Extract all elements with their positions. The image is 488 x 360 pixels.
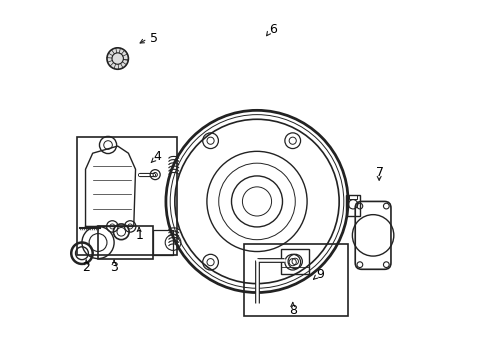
Text: 5: 5 xyxy=(150,32,158,45)
Text: 9: 9 xyxy=(316,268,324,281)
Text: 7: 7 xyxy=(375,166,384,179)
Text: 8: 8 xyxy=(288,304,296,317)
Bar xyxy=(348,195,356,199)
Bar xyxy=(77,137,176,255)
Text: 1: 1 xyxy=(135,229,143,242)
Bar xyxy=(98,226,153,258)
Bar xyxy=(153,230,173,255)
Text: 6: 6 xyxy=(268,23,276,36)
Text: 4: 4 xyxy=(153,150,161,163)
Text: 3: 3 xyxy=(110,261,118,274)
Bar xyxy=(244,244,347,316)
Polygon shape xyxy=(85,146,135,226)
Bar xyxy=(281,249,308,274)
Circle shape xyxy=(107,48,128,69)
Bar xyxy=(346,195,359,216)
Text: 2: 2 xyxy=(82,261,90,274)
